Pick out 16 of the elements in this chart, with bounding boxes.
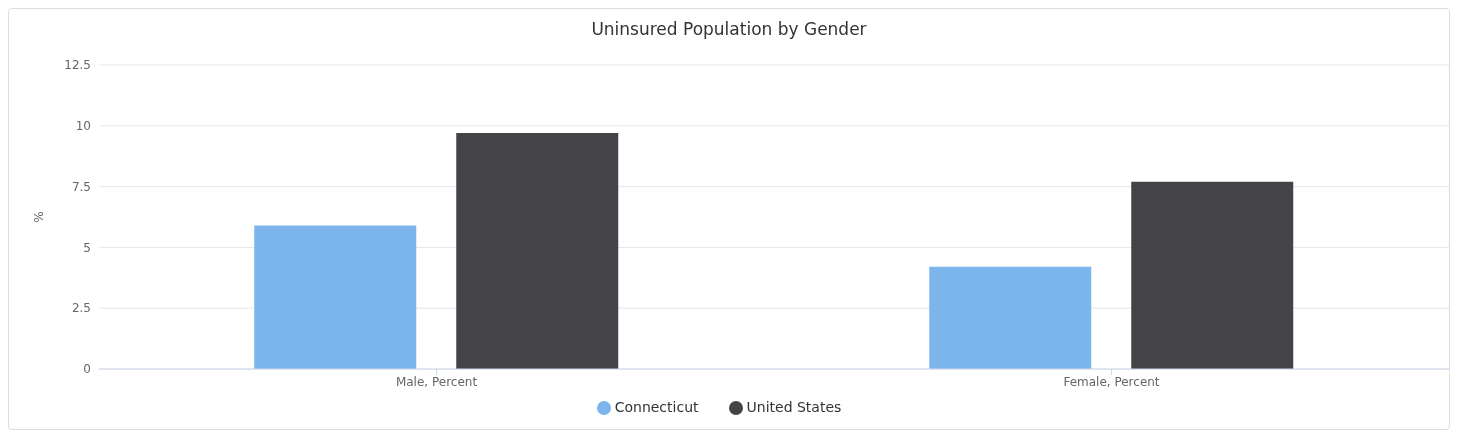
y-tick-label: 2.5	[71, 301, 91, 316]
y-tick-label: 10	[75, 119, 91, 134]
legend-label: United States	[746, 399, 842, 415]
bar	[254, 225, 417, 369]
bar	[929, 266, 1092, 369]
legend-label: Connecticut	[614, 399, 699, 415]
y-tick-label: 7.5	[71, 179, 91, 194]
x-tick-label: Female, Percent	[1063, 374, 1160, 389]
y-tick-label: 5	[83, 240, 91, 255]
y-axis-title: %	[32, 211, 47, 223]
bar	[1131, 181, 1294, 369]
chart-title: Uninsured Population by Gender	[590, 18, 868, 41]
y-tick-label: 12.5	[64, 58, 91, 73]
bar	[456, 133, 619, 369]
y-tick-label: 0	[83, 362, 91, 377]
x-tick-label: Male, Percent	[395, 374, 478, 389]
